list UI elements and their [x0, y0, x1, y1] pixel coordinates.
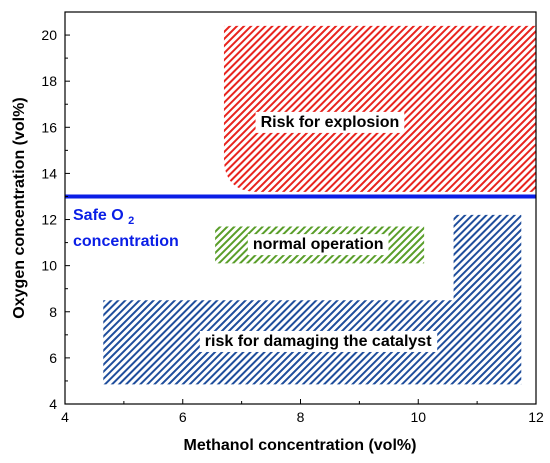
x-tick-label: 4: [61, 409, 69, 425]
x-tick-label: 6: [179, 409, 187, 425]
explosion-label-background: [255, 111, 405, 133]
regions: [103, 25, 536, 385]
safe-label-subscript: 2: [128, 215, 134, 227]
catalyst-label-background: [199, 330, 438, 352]
normal-label: normal operation: [253, 236, 384, 253]
y-tick-label: 8: [49, 304, 57, 320]
safe-o2-label-line2: concentration: [73, 233, 179, 250]
y-axis: 4 6 8 10 12 14 16 18 20: [41, 27, 70, 412]
y-axis-title: Oxygen concentration (vol%): [11, 97, 28, 318]
y-tick-label: 6: [49, 350, 57, 366]
y-tick-label: 10: [41, 258, 57, 274]
y-tick-label: 4: [49, 396, 57, 412]
x-axis: 4 6 8 10 12: [61, 399, 544, 425]
x-tick-label: 10: [410, 409, 426, 425]
x-tick-label: 12: [528, 409, 544, 425]
x-axis-title: Methanol concentration (vol%): [184, 437, 417, 454]
catalyst-label: risk for damaging the catalyst: [205, 333, 432, 350]
x-tick-label: 8: [297, 409, 305, 425]
explosion-label: Risk for explosion: [261, 114, 400, 131]
y-tick-label: 12: [41, 212, 57, 228]
y-tick-label: 16: [41, 119, 57, 135]
y-tick-label: 20: [41, 27, 57, 43]
safe-o2-label: Safe O 2: [73, 207, 134, 227]
region-labels: Risk for explosion normal operation risk f…: [199, 111, 438, 352]
safe-label-main: Safe O: [73, 207, 124, 224]
y-tick-label: 14: [41, 165, 57, 181]
explosion-region: [223, 25, 536, 192]
normal-label-background: [247, 234, 389, 256]
y-tick-label: 18: [41, 73, 57, 89]
